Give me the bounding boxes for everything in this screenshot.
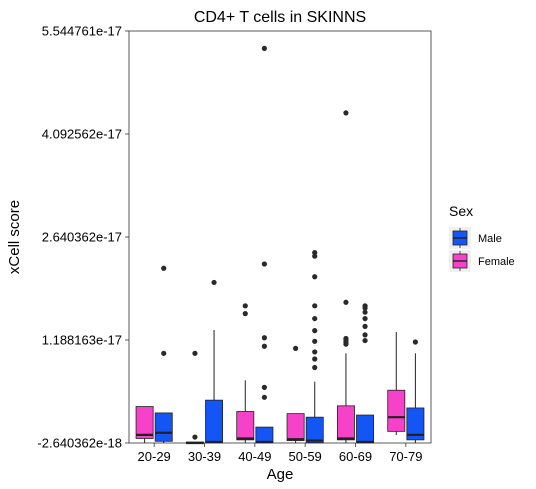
box-body [135,406,154,439]
box-male-30-39 [205,279,224,444]
box-body [387,389,406,432]
outlier-point [242,311,248,317]
outlier-point [362,303,368,309]
outlier-point [362,337,368,344]
outlier-point [261,394,267,400]
legend-label: Female [478,256,515,268]
legend-label: Male [478,233,502,245]
outlier-point [312,364,318,371]
box-female-50-59 [286,345,305,443]
outlier-point [312,303,318,309]
box-male-60-69 [356,303,375,444]
box-layer [135,45,425,445]
x-axis: 20-29 30-39 40-49 50-59 60-69 70-79 [138,443,422,464]
outlier-point [242,303,248,309]
box-male-50-59 [305,250,324,444]
outlier-point [312,338,318,344]
box-female-40-49 [236,303,255,443]
box-body [305,416,324,444]
x-tick-label: 50-59 [289,449,322,464]
box-body [205,399,224,444]
x-tick-label: 30-39 [188,449,221,464]
y-tick-label: 4.092562e-17 [42,126,122,141]
box-female-70-79 [387,332,406,435]
y-tick-label: -2.640362e-18 [37,436,122,451]
outlier-point [343,299,349,305]
box-female-20-29 [135,406,154,443]
outlier-point [161,265,167,271]
outlier-point [362,323,368,329]
outlier-point [343,110,349,116]
y-tick-label: 1.188163e-17 [42,333,122,348]
box-body [336,405,355,441]
outlier-point [312,315,318,322]
outlier-point [161,350,167,356]
box-body [255,426,274,444]
outlier-point [261,335,267,341]
x-tick-label: 20-29 [138,449,171,464]
legend: Sex Male Female [449,203,515,272]
outlier-point [312,349,318,355]
outlier-point [343,335,349,342]
x-axis-title: Age [267,466,294,483]
legend-item-male: Male [449,227,502,249]
outlier-point [312,274,318,280]
y-axis-title: xCell score [6,200,23,274]
box-female-30-39 [185,350,204,445]
outlier-point [293,345,299,351]
box-male-40-49 [255,45,274,444]
outlier-point [261,45,267,51]
box-female-60-69 [336,110,355,443]
outlier-point [312,328,318,334]
box-body [356,414,375,444]
outlier-point [261,384,267,390]
box-body [286,413,305,441]
box-body [154,412,173,442]
outlier-point [211,279,217,286]
x-tick-label: 60-69 [339,449,372,464]
box-male-20-29 [154,265,173,443]
outlier-point [362,315,368,322]
x-tick-label: 40-49 [238,449,271,464]
box-male-70-79 [406,339,425,443]
outlier-point [412,339,418,345]
outlier-point [362,332,368,338]
legend-title: Sex [449,203,473,219]
outlier-point [192,350,198,356]
chart-title: CD4+ T cells in SKINNS [194,9,366,26]
y-tick-label: 5.544761e-17 [42,24,122,39]
y-axis: -2.640362e-18 1.188163e-17 2.640362e-17 4.0… [37,24,129,451]
plot-panel [128,30,432,444]
y-tick-label: 2.640362e-17 [42,230,122,245]
outlier-point [192,434,198,440]
box-body [406,407,425,441]
outlier-point [362,309,368,315]
outlier-point [312,356,318,362]
outlier-point [261,343,267,349]
outlier-point [312,250,318,256]
box-body [236,411,255,441]
legend-item-female: Female [449,250,515,272]
x-tick-label: 70-79 [389,449,422,464]
outlier-point [261,261,267,267]
